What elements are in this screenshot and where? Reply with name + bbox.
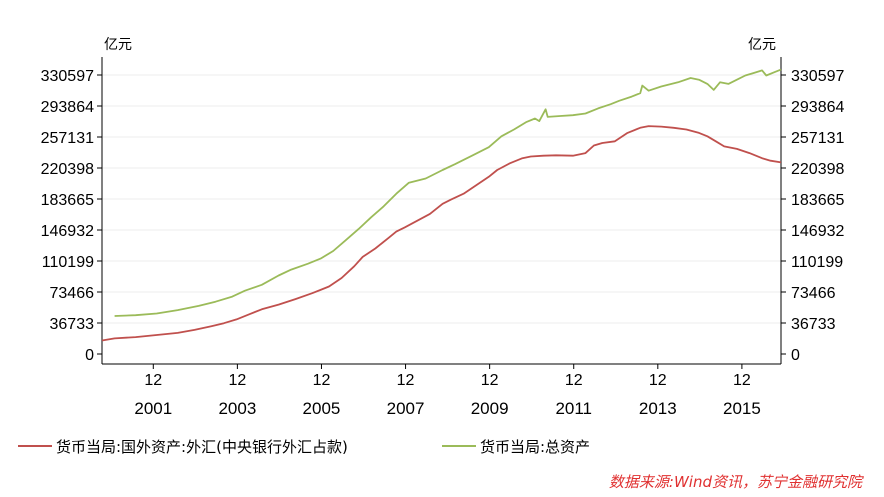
- x-tick-label-month: 12: [649, 372, 667, 389]
- y-tick-label-right: 0: [791, 347, 800, 364]
- y-tick-label-left: 146932: [41, 223, 94, 240]
- y-tick-label-right: 146932: [791, 223, 844, 240]
- y-tick-label-right: 330597: [791, 68, 844, 85]
- y-tick-label-right: 73466: [791, 285, 836, 302]
- legend: 货币当局:国外资产:外汇(中央银行外汇占款) 货币当局:总资产: [18, 438, 590, 456]
- series-line-total-assets: [114, 68, 782, 317]
- x-tick-label-month: 12: [144, 372, 162, 389]
- y-tick-label-left: 330597: [41, 68, 94, 85]
- x-tick-label-year: 2011: [555, 399, 592, 418]
- x-tick-label-month: 12: [313, 372, 331, 389]
- axes: 0 0 36733 36733 73466 73466 110199 110199 146932…: [41, 57, 844, 418]
- x-tick-label-month: 12: [481, 372, 499, 389]
- x-tick-label-year: 2003: [218, 399, 256, 418]
- y-tick-label-right: 183665: [791, 192, 844, 209]
- y-tick-label-left: 73466: [50, 285, 95, 302]
- y-axis-unit-left: 亿元: [104, 37, 132, 53]
- x-tick-label-year: 2009: [471, 399, 509, 418]
- y-tick-label-left: 110199: [42, 254, 94, 271]
- x-tick-label-year: 2013: [639, 399, 677, 418]
- y-tick-label-left: 0: [85, 347, 94, 364]
- x-tick-label-year: 2007: [387, 399, 425, 418]
- y-tick-label-right: 36733: [791, 316, 836, 333]
- legend-label: 货币当局:国外资产:外汇(中央银行外汇占款): [56, 438, 348, 456]
- x-tick-label-year: 2001: [134, 399, 172, 418]
- source-note: 数据来源:Wind资讯，苏宁金融研究院: [609, 473, 864, 491]
- x-tick-label-month: 12: [565, 372, 583, 389]
- x-tick-label-year: 2015: [723, 399, 761, 418]
- grid-lines: [102, 74, 781, 324]
- legend-label: 货币当局:总资产: [480, 438, 590, 456]
- y-tick-label-right: 293864: [791, 99, 844, 116]
- series-lines: [101, 68, 782, 342]
- y-tick-label-right: 220398: [791, 161, 844, 178]
- y-tick-label-left: 36733: [50, 316, 95, 333]
- y-axis-unit-right: 亿元: [748, 37, 776, 53]
- y-tick-label-left: 220398: [41, 161, 94, 178]
- y-tick-label-left: 183665: [41, 192, 94, 209]
- x-tick-label-month: 12: [733, 372, 751, 389]
- y-tick-label-left: 293864: [41, 99, 94, 116]
- y-tick-label-left: 257131: [41, 130, 94, 147]
- series-line-fx-reserves: [101, 125, 782, 342]
- x-tick-label-month: 12: [397, 372, 415, 389]
- y-tick-label-right: 257131: [791, 130, 844, 147]
- y-tick-label-right: 110199: [791, 254, 843, 271]
- x-tick-label-month: 12: [228, 372, 246, 389]
- x-tick-label-year: 2005: [303, 399, 341, 418]
